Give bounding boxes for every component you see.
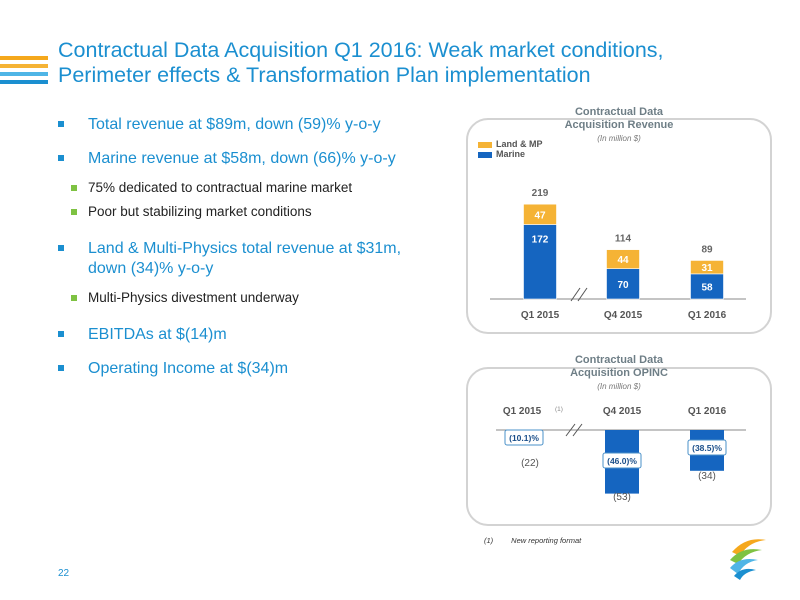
sub-bullet-text: 75% dedicated to contractual marine mark… bbox=[88, 180, 353, 195]
footnote-text: New reporting format bbox=[511, 536, 582, 545]
company-logo bbox=[730, 539, 766, 580]
bullet-list: Total revenue at $89m, down (59)% y-o-y … bbox=[58, 115, 458, 393]
blue-stripe-1 bbox=[0, 72, 48, 76]
footnote-number: (1) bbox=[484, 536, 494, 545]
legend-swatch-land bbox=[478, 141, 492, 148]
sub-bullet-marker bbox=[71, 209, 77, 215]
slide-title: Contractual Data Acquisition Q1 2016: We… bbox=[58, 38, 788, 88]
page-number: 22 bbox=[58, 568, 70, 579]
bullet-text: EBITDAs at $(14)m bbox=[88, 326, 227, 343]
revenue-legend: Land & MP Marine bbox=[478, 139, 543, 159]
orange-stripe-2 bbox=[0, 64, 48, 68]
slide-title-line-2: Perimeter effects & Transformation Plan … bbox=[58, 63, 591, 87]
footnote: (1) New reporting format bbox=[484, 536, 581, 545]
sub-bullet-marker bbox=[71, 185, 77, 191]
legend-item-land: Land & MP bbox=[478, 139, 543, 149]
revenue-chart-title-line-1: Contractual Data bbox=[574, 106, 664, 118]
bullet-text-line-2: down (34)% y-o-y bbox=[88, 260, 214, 277]
sub-bullet-text: Multi-Physics divestment underway bbox=[88, 290, 299, 305]
legend-label-land: Land & MP bbox=[496, 139, 543, 149]
legend-item-marine: Marine bbox=[478, 149, 543, 159]
bullet-land-revenue: Land & Multi-Physics total revenue at $3… bbox=[58, 239, 458, 279]
bullet-marker bbox=[58, 331, 64, 337]
bullet-text: Marine revenue at $58m, down (66)% y-o-y bbox=[88, 150, 396, 167]
slide-title-line-1: Contractual Data Acquisition Q1 2016: We… bbox=[58, 38, 664, 62]
revenue-chart-subtitle: (In million $) bbox=[597, 134, 641, 143]
blue-stripe-2 bbox=[0, 80, 48, 84]
bullet-marker bbox=[58, 155, 64, 161]
sub-bullet-marine-2: Poor but stabilizing market conditions bbox=[58, 203, 458, 221]
revenue-chart-title: Contractual Data Acquisition Revenue bbox=[466, 106, 772, 132]
sub-bullet-text: Poor but stabilizing market conditions bbox=[88, 204, 312, 219]
bullet-text-line-1: Land & Multi-Physics total revenue at $3… bbox=[88, 240, 402, 257]
legend-swatch-marine bbox=[478, 151, 492, 158]
opinc-chart-title-line-2: Acquisition OPINC bbox=[570, 367, 668, 379]
bullet-marker bbox=[58, 121, 64, 127]
bullet-total-revenue: Total revenue at $89m, down (59)% y-o-y bbox=[58, 115, 458, 135]
legend-label-marine: Marine bbox=[496, 149, 526, 159]
opinc-chart-title: Contractual Data Acquisition OPINC bbox=[466, 354, 772, 380]
bullet-marker bbox=[58, 365, 64, 371]
sub-bullet-marine-1: 75% dedicated to contractual marine mark… bbox=[58, 179, 458, 197]
bullet-text: Operating Income at $(34)m bbox=[88, 360, 289, 377]
orange-stripe-1 bbox=[0, 56, 48, 60]
sub-bullet-marker bbox=[71, 295, 77, 301]
sub-bullet-land-1: Multi-Physics divestment underway bbox=[58, 289, 458, 307]
revenue-chart-title-line-2: Acquisition Revenue bbox=[564, 119, 674, 131]
bullet-text: Total revenue at $89m, down (59)% y-o-y bbox=[88, 116, 381, 133]
bullet-opinc: Operating Income at $(34)m bbox=[58, 359, 458, 379]
opinc-chart-title-line-1: Contractual Data bbox=[574, 354, 664, 366]
opinc-chart-subtitle: (In million $) bbox=[597, 382, 641, 391]
bullet-marker bbox=[58, 245, 64, 251]
bullet-marine-revenue: Marine revenue at $58m, down (66)% y-o-y bbox=[58, 149, 458, 169]
bullet-ebitdas: EBITDAs at $(14)m bbox=[58, 325, 458, 345]
